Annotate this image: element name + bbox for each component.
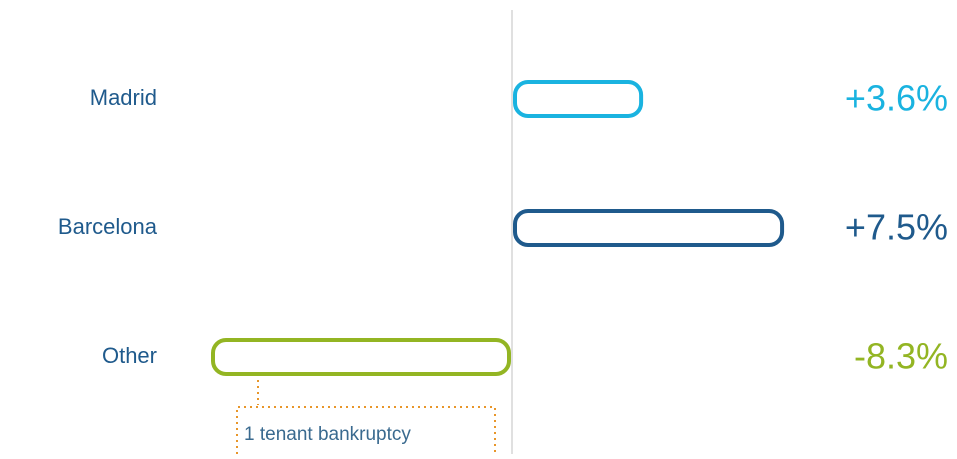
bar — [513, 80, 644, 118]
annotation-bracket — [236, 380, 496, 454]
category-label: Other — [102, 343, 157, 368]
category-label: Barcelona — [58, 214, 158, 239]
value-label: +3.6% — [845, 78, 948, 119]
value-label: +7.5% — [845, 207, 948, 248]
bar — [513, 209, 785, 247]
annotation: 1 tenant bankruptcy — [244, 424, 411, 445]
category-label: Madrid — [90, 85, 157, 110]
value-label: -8.3% — [854, 336, 948, 377]
bar — [211, 338, 511, 376]
